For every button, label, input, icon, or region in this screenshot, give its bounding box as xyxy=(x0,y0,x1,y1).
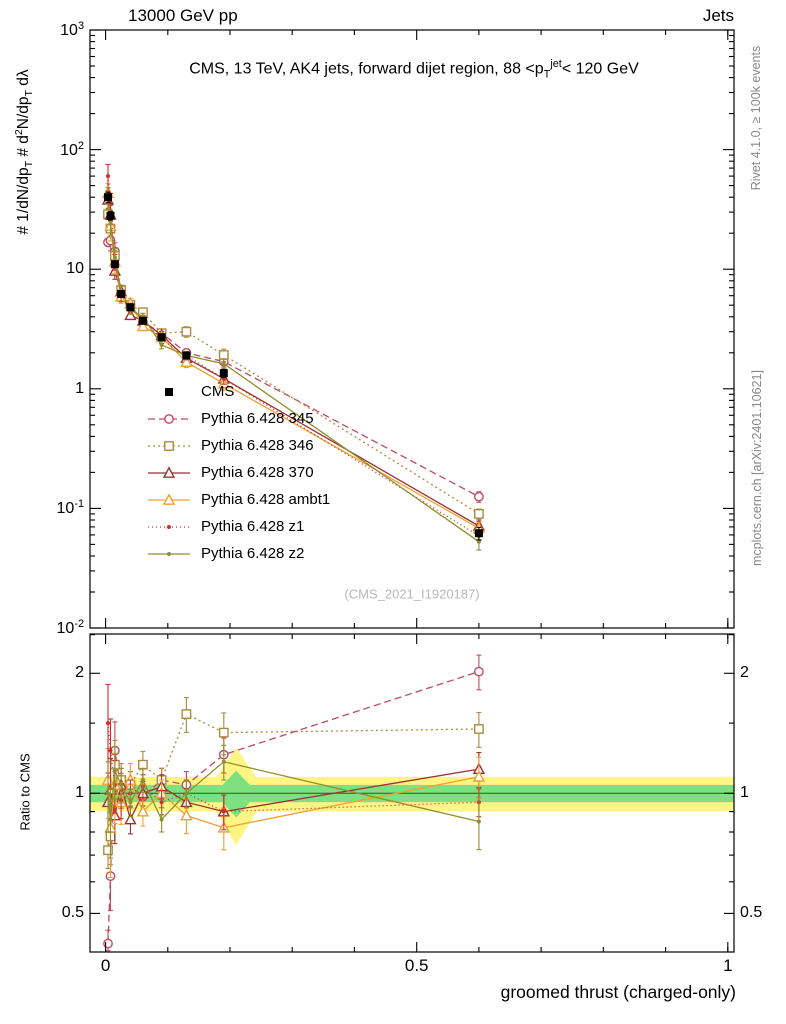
main-y-axis-label: # 1/dN/dpT # d2N/dpT dλ xyxy=(12,69,36,235)
ratio-y-tick-label-right: 2 xyxy=(740,664,749,682)
legend-entry: Pythia 6.428 370 xyxy=(146,459,330,486)
legend-entry-label: Pythia 6.428 z2 xyxy=(201,545,305,562)
legend-entry: CMS xyxy=(146,378,330,405)
x-axis-label: groomed thrust (charged-only) xyxy=(500,982,736,1002)
ratio-y-tick-label-right: 0.5 xyxy=(740,904,763,922)
legend-entry-label: Pythia 6.428 346 xyxy=(201,437,314,454)
legend-entry-label: Pythia 6.428 370 xyxy=(201,464,314,481)
ratio-y-tick-label: 2 xyxy=(75,664,84,682)
plot-title: CMS, 13 TeV, AK4 jets, forward dijet reg… xyxy=(189,58,639,81)
ratio-y-tick-label: 0.5 xyxy=(61,904,84,922)
main-y-tick-label: 10-2 xyxy=(56,617,84,638)
legend-entry: Pythia 6.428 346 xyxy=(146,432,330,459)
mcplots-attribution-label: mcplots.cern.ch [arXiv:2401.10621] xyxy=(750,370,764,566)
legend-entry: Pythia 6.428 345 xyxy=(146,405,330,432)
legend-entry-label: Pythia 6.428 345 xyxy=(201,410,314,427)
main-y-tick-label: 10 xyxy=(66,260,84,278)
legend-entry: Pythia 6.428 ambt1 xyxy=(146,486,330,513)
main-y-tick-label: 103 xyxy=(60,19,84,40)
legend-entry: Pythia 6.428 z2 xyxy=(146,540,330,567)
ratio-y-tick-label: 1 xyxy=(75,784,84,802)
legend-entry-label: CMS xyxy=(201,383,235,400)
beam-energy-label: 13000 GeV pp xyxy=(128,6,238,25)
legend-entry-label: Pythia 6.428 z1 xyxy=(201,518,305,535)
main-y-tick-label: 10-1 xyxy=(56,498,84,518)
main-y-tick-label: 1 xyxy=(75,379,84,397)
x-tick-label: 0 xyxy=(100,956,111,975)
legend: CMS Pythia 6.428 345 Pythia 6.428 346 Pythi… xyxy=(146,378,330,567)
x-tick-label: 1 xyxy=(723,956,733,975)
rivet-version-label: Rivet 4.1.0, ≥ 100k events xyxy=(749,45,763,191)
analysis-type-label: Jets xyxy=(702,6,734,25)
main-y-tick-label: 102 xyxy=(60,139,84,159)
ratio-y-tick-label-right: 1 xyxy=(740,784,749,802)
analysis-id-watermark: (CMS_2021_I1920187) xyxy=(344,586,480,602)
legend-entry-label: Pythia 6.428 ambt1 xyxy=(201,491,331,508)
ratio-y-axis-label: Ratio to CMS xyxy=(17,753,33,831)
x-tick-label: 0.5 xyxy=(404,956,429,975)
legend-entry: Pythia 6.428 z1 xyxy=(146,513,330,540)
